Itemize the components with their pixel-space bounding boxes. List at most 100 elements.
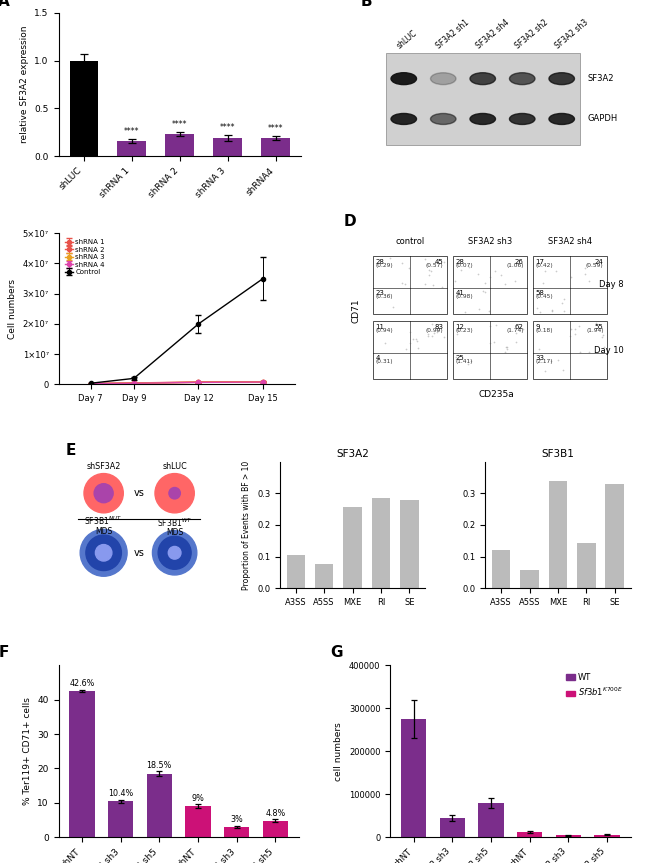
Bar [386, 53, 580, 145]
Point [405, 325, 415, 339]
Ellipse shape [470, 72, 495, 85]
Bar [108, 802, 133, 837]
Point [480, 276, 491, 290]
Point [559, 292, 569, 306]
Text: CD235a: CD235a [478, 390, 514, 399]
Title: SF3B1: SF3B1 [541, 450, 575, 459]
Legend: shRNA 1, shRNA 2, shRNA 3, shRNA 4, Control: shRNA 1, shRNA 2, shRNA 3, shRNA 4, Cont… [62, 236, 107, 278]
Point [460, 306, 471, 319]
Y-axis label: cell numbers: cell numbers [334, 721, 343, 781]
Text: ****: **** [268, 124, 283, 133]
Point [501, 340, 512, 354]
Point [480, 285, 491, 299]
Text: (0.99): (0.99) [426, 328, 444, 333]
Point [450, 350, 461, 364]
Point [484, 269, 495, 283]
Ellipse shape [470, 113, 495, 124]
Point [499, 277, 510, 291]
Y-axis label: % Ter119+ CD71+ cells: % Ter119+ CD71+ cells [23, 697, 32, 805]
Point [547, 303, 557, 317]
Text: SF3A2 sh4: SF3A2 sh4 [547, 237, 592, 246]
Text: D: D [344, 213, 357, 229]
Y-axis label: Proportion of Events with BF > 10: Proportion of Events with BF > 10 [242, 460, 252, 589]
Circle shape [94, 483, 113, 503]
Point [432, 324, 442, 338]
Point [452, 327, 462, 341]
Text: 10.4%: 10.4% [108, 790, 133, 798]
Bar [532, 321, 607, 379]
Point [428, 278, 438, 292]
Text: SF3A2 sh2: SF3A2 sh2 [514, 17, 551, 50]
Text: (1.41): (1.41) [456, 359, 473, 363]
Point [580, 261, 590, 275]
Point [574, 319, 584, 333]
Text: MDS: MDS [166, 528, 183, 537]
Point [485, 336, 495, 350]
Point [439, 255, 449, 268]
Point [575, 344, 585, 358]
Circle shape [155, 474, 194, 513]
Point [532, 301, 542, 315]
Text: ****: **** [124, 127, 140, 136]
Bar [70, 690, 94, 837]
Text: G: G [330, 645, 343, 660]
Point [434, 321, 444, 335]
Point [427, 318, 437, 331]
Point [484, 305, 494, 318]
Bar [452, 321, 526, 379]
Point [477, 284, 488, 298]
Circle shape [153, 531, 197, 575]
Point [538, 276, 549, 290]
Text: A: A [0, 0, 10, 9]
Point [559, 304, 569, 318]
Text: 26: 26 [515, 259, 524, 265]
Point [385, 251, 396, 265]
Point [552, 353, 563, 367]
Point [380, 336, 391, 350]
Bar [440, 818, 465, 837]
Point [510, 326, 521, 340]
Point [473, 268, 484, 281]
Text: 4.8%: 4.8% [265, 809, 285, 817]
Ellipse shape [391, 113, 417, 124]
Bar [556, 835, 581, 837]
Point [485, 319, 495, 333]
Text: 9%: 9% [192, 794, 205, 803]
Point [463, 356, 473, 370]
Point [597, 331, 607, 344]
Point [570, 327, 580, 341]
Text: SF3A2: SF3A2 [587, 74, 614, 83]
Text: (0.59): (0.59) [586, 263, 604, 268]
Text: (0.98): (0.98) [456, 293, 473, 299]
Text: 83: 83 [435, 324, 444, 330]
Point [540, 264, 550, 278]
Point [432, 324, 442, 337]
Text: GAPDH: GAPDH [587, 115, 618, 123]
Text: 28: 28 [376, 259, 385, 265]
Text: (0.45): (0.45) [536, 293, 553, 299]
Point [411, 331, 421, 345]
Point [400, 277, 410, 291]
Text: SF3A2 sh3: SF3A2 sh3 [467, 237, 512, 246]
Bar [315, 564, 333, 589]
Ellipse shape [510, 72, 535, 85]
Point [436, 280, 447, 293]
Point [597, 329, 608, 343]
Point [591, 317, 601, 331]
Text: SF3A2 sh1: SF3A2 sh1 [435, 17, 471, 50]
Point [580, 268, 590, 281]
Circle shape [169, 488, 180, 499]
Point [372, 351, 383, 365]
Point [430, 256, 441, 270]
Point [420, 278, 430, 292]
Point [401, 343, 411, 356]
Ellipse shape [430, 113, 456, 124]
Bar [520, 570, 539, 589]
Legend: WT, $Sf3b1^{K700E}$: WT, $Sf3b1^{K700E}$ [563, 670, 627, 702]
Text: (1.94): (1.94) [586, 328, 604, 333]
Text: SF3B1$^{WT}$: SF3B1$^{WT}$ [157, 516, 192, 529]
Text: (0.94): (0.94) [376, 328, 393, 333]
Point [439, 330, 449, 343]
Bar [549, 481, 567, 589]
Point [534, 342, 544, 356]
